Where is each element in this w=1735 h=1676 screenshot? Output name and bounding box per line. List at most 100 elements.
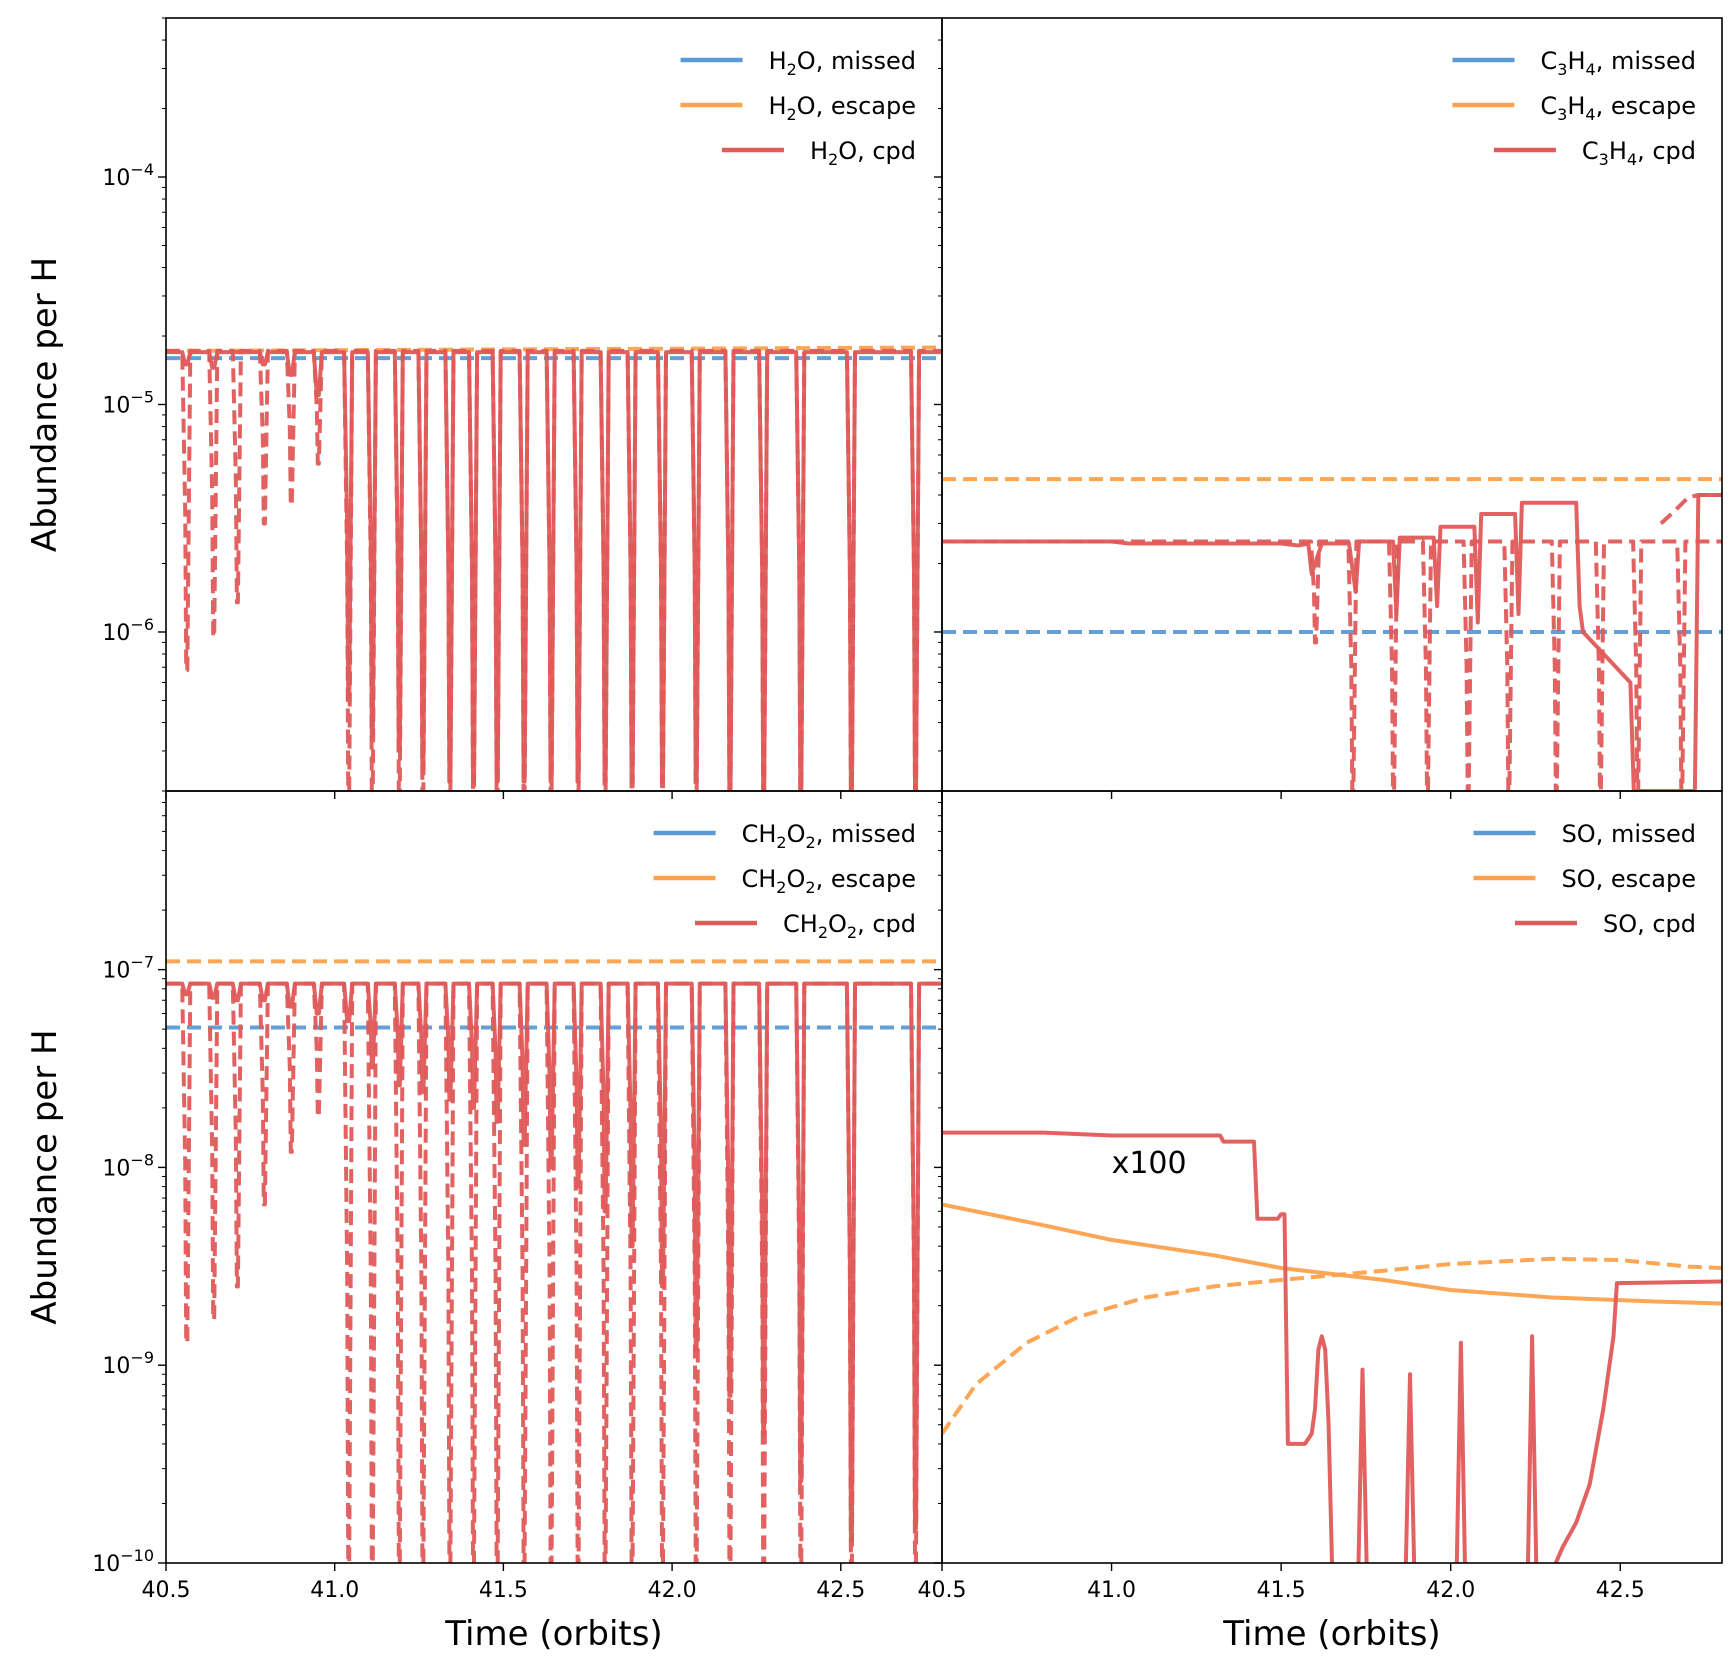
axes-frame — [165, 790, 943, 1564]
legend-subscript: 2 — [828, 150, 838, 169]
y-tick-label: 10−5 — [102, 388, 154, 419]
legend-text-part: O — [828, 910, 847, 938]
series-cpd-dashed-spikes — [942, 539, 1722, 791]
legend-entry-cpd: H2O, cpd — [810, 137, 916, 169]
legend-entry-escape: SO, escape — [1561, 865, 1696, 893]
legend-subscript: 2 — [805, 878, 815, 897]
legend: SO, missed SO, escape SO, cpd — [1473, 820, 1696, 938]
panel-bottom-right: 40.5 41.0 41.5 42.0 42.5 Time (orbits) SO, mis… — [918, 790, 1723, 1654]
tick-exponent: −7 — [130, 953, 154, 972]
legend-entry-missed: CH2O2, missed — [742, 820, 916, 852]
legend-entry-missed: H2O, missed — [769, 47, 916, 79]
legend-text-part: , missed — [816, 820, 916, 848]
y-tick-label: 10−7 — [102, 953, 154, 984]
tick-exponent: −8 — [130, 1150, 154, 1169]
y-axis-label: Abundance per H — [25, 257, 65, 552]
legend-entry-cpd: CH2O2, cpd — [783, 910, 916, 942]
legend-subscript: 2 — [787, 60, 797, 79]
x-axis-label: Time (orbits) — [444, 1614, 662, 1654]
legend-subscript: 2 — [847, 923, 857, 942]
tick-base: 10 — [102, 394, 130, 419]
legend-text-part: O, cpd — [838, 137, 916, 165]
x-tick-label: 41.5 — [479, 1578, 528, 1603]
legend-text-part: CH — [742, 820, 777, 848]
panel-bottom-left: 40.5 41.0 41.5 42.0 42.510−1010−910−810−7Abu… — [25, 790, 943, 1654]
legend-entry-escape: C3H4, escape — [1540, 92, 1696, 124]
legend-text-part: , cpd — [1637, 137, 1696, 165]
annotation-scale: x100 — [1112, 1146, 1187, 1181]
tick-exponent: −10 — [120, 1546, 154, 1565]
x-tick-label: 41.0 — [1087, 1578, 1136, 1603]
legend-entry-escape: CH2O2, escape — [741, 865, 916, 897]
series-cpd-dashed — [1659, 493, 1722, 525]
tick-exponent: −9 — [130, 1348, 154, 1367]
plot-area — [942, 1130, 1722, 1563]
legend-text-part: , escape — [1596, 92, 1696, 120]
legend-text-part: H — [769, 47, 787, 75]
axes-frame — [941, 790, 1723, 1564]
x-axis-label: Time (orbits) — [1222, 1614, 1440, 1654]
plot-area — [166, 959, 942, 1563]
series-escape-dashed — [942, 1256, 1722, 1435]
legend-text-part: O — [787, 820, 806, 848]
legend-text-part: O — [786, 865, 805, 893]
legend-entry-missed: C3H4, missed — [1541, 47, 1697, 79]
legend-subscript: 4 — [1586, 60, 1596, 79]
x-tick-label: 42.5 — [1596, 1578, 1645, 1603]
legend-text-part: , missed — [1596, 47, 1696, 75]
legend-text-part: SO, missed — [1562, 820, 1696, 848]
tick-exponent: −5 — [130, 388, 154, 407]
legend-subscript: 3 — [1557, 105, 1567, 124]
tick-exponent: −4 — [130, 160, 154, 179]
legend-text-part: SO, escape — [1561, 865, 1696, 893]
legend-text-part: H — [810, 137, 828, 165]
legend-subscript: 3 — [1557, 60, 1567, 79]
series-cpd-solid — [942, 493, 1722, 791]
x-tick-label: 41.5 — [1257, 1578, 1306, 1603]
tick-base: 10 — [102, 166, 130, 191]
series-cpd-solid-spikes — [166, 981, 942, 1543]
legend-subscript: 2 — [776, 833, 786, 852]
plot-area — [942, 477, 1722, 791]
legend-subscript: 2 — [806, 833, 816, 852]
x-tick-label: 41.0 — [310, 1578, 359, 1603]
series-cpd-solid-spike-2 — [1454, 1340, 1467, 1563]
legend-text-part: , escape — [816, 865, 916, 893]
legend-text-part: H — [768, 92, 786, 120]
series-cpd-solid-spike-1 — [1403, 1372, 1417, 1563]
tick-base: 10 — [102, 1156, 130, 1181]
x-tick-label: 42.5 — [816, 1578, 865, 1603]
legend-subscript: 4 — [1585, 105, 1595, 124]
legend-subscript: 2 — [786, 105, 796, 124]
tick-base: 10 — [102, 1354, 130, 1379]
tick-exponent: −6 — [130, 615, 154, 634]
axes-frame — [941, 17, 1723, 792]
x-tick-label: 40.5 — [142, 1578, 191, 1603]
y-tick-label: 10−4 — [102, 160, 154, 191]
tick-base: 10 — [102, 959, 130, 984]
legend-entry-missed: SO, missed — [1562, 820, 1696, 848]
legend-entry-cpd: SO, cpd — [1603, 910, 1696, 938]
legend-text-part: H — [1567, 47, 1585, 75]
y-tick-label: 10−6 — [102, 615, 154, 646]
legend-entry-escape: H2O, escape — [768, 92, 916, 124]
x-tick-label: 40.5 — [918, 1578, 967, 1603]
legend-text-part: O, missed — [797, 47, 916, 75]
series-cpd-solid — [942, 1130, 1334, 1563]
legend-subscript: 2 — [776, 878, 786, 897]
series-cpd-solid-spike-3 — [1526, 1334, 1539, 1563]
legend-text-part: H — [1567, 92, 1585, 120]
y-tick-label: 10−10 — [92, 1546, 154, 1577]
legend-subscript: 3 — [1599, 150, 1609, 169]
legend-subscript: 4 — [1627, 150, 1637, 169]
tick-base: 10 — [92, 1552, 120, 1577]
legend-subscript: 2 — [818, 923, 828, 942]
legend-text-part: C — [1582, 137, 1599, 165]
series-cpd-solid-spikes — [166, 350, 942, 791]
series-cpd-solid-spike-0 — [1356, 1367, 1369, 1563]
